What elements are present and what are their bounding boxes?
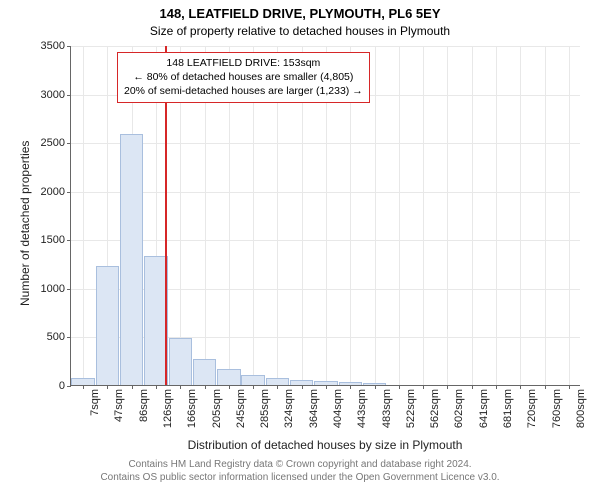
- x-tick: 205sqm: [209, 389, 223, 428]
- grid-line-v: [569, 46, 570, 385]
- annotation-box: 148 LEATFIELD DRIVE: 153sqm ← 80% of det…: [117, 52, 370, 103]
- bar: [241, 375, 264, 385]
- attribution-text: Contains HM Land Registry data © Crown c…: [0, 458, 600, 484]
- x-axis-label: Distribution of detached houses by size …: [70, 438, 580, 452]
- x-tick: 760sqm: [549, 389, 563, 428]
- x-tick: 86sqm: [136, 389, 150, 422]
- bar: [193, 359, 216, 385]
- y-tick: 500: [47, 331, 71, 343]
- x-tick: 641sqm: [476, 389, 490, 428]
- grid-line-v: [447, 46, 448, 385]
- x-tick-mark: [180, 385, 181, 389]
- x-tick-mark: [496, 385, 497, 389]
- x-tick: 483sqm: [379, 389, 393, 428]
- annotation-line1: 148 LEATFIELD DRIVE: 153sqm: [124, 56, 363, 70]
- grid-line-v: [496, 46, 497, 385]
- x-tick-mark: [253, 385, 254, 389]
- chart-container: 148, LEATFIELD DRIVE, PLYMOUTH, PL6 5EY …: [0, 0, 600, 500]
- x-tick: 681sqm: [500, 389, 514, 428]
- x-tick-mark: [83, 385, 84, 389]
- x-tick-mark: [520, 385, 521, 389]
- x-tick-mark: [399, 385, 400, 389]
- x-tick-mark: [569, 385, 570, 389]
- x-tick: 166sqm: [184, 389, 198, 428]
- grid-line-v: [545, 46, 546, 385]
- x-tick-mark: [375, 385, 376, 389]
- grid-line-v: [423, 46, 424, 385]
- x-tick-mark: [132, 385, 133, 389]
- y-tick: 2000: [41, 186, 71, 198]
- x-tick-mark: [326, 385, 327, 389]
- x-tick-mark: [447, 385, 448, 389]
- x-tick-mark: [156, 385, 157, 389]
- attribution-line1: Contains HM Land Registry data © Crown c…: [0, 458, 600, 471]
- bar: [266, 378, 289, 385]
- grid-line-v: [375, 46, 376, 385]
- grid-line-v: [83, 46, 84, 385]
- x-tick: 522sqm: [403, 389, 417, 428]
- attribution-line2: Contains OS public sector information li…: [0, 471, 600, 484]
- x-tick: 364sqm: [306, 389, 320, 428]
- y-tick: 1500: [41, 234, 71, 246]
- y-tick: 3000: [41, 89, 71, 101]
- y-tick: 3500: [41, 40, 71, 52]
- bar: [71, 378, 94, 385]
- grid-line-v: [472, 46, 473, 385]
- y-axis-label: Number of detached properties: [18, 141, 32, 306]
- x-tick-mark: [277, 385, 278, 389]
- x-tick: 126sqm: [160, 389, 174, 428]
- x-tick: 720sqm: [524, 389, 538, 428]
- x-tick: 47sqm: [111, 389, 125, 422]
- x-tick-mark: [350, 385, 351, 389]
- x-tick-mark: [545, 385, 546, 389]
- x-tick: 602sqm: [451, 389, 465, 428]
- chart-title: 148, LEATFIELD DRIVE, PLYMOUTH, PL6 5EY: [0, 6, 600, 21]
- grid-line-v: [399, 46, 400, 385]
- x-tick: 443sqm: [354, 389, 368, 428]
- x-tick: 245sqm: [233, 389, 247, 428]
- y-tick: 1000: [41, 283, 71, 295]
- bar: [217, 369, 240, 385]
- x-tick: 324sqm: [281, 389, 295, 428]
- y-tick: 0: [59, 380, 71, 392]
- x-tick-mark: [302, 385, 303, 389]
- x-tick: 285sqm: [257, 389, 271, 428]
- bar: [96, 266, 119, 385]
- x-tick: 7sqm: [87, 389, 101, 416]
- x-tick-mark: [205, 385, 206, 389]
- bar: [169, 338, 192, 385]
- x-tick-mark: [423, 385, 424, 389]
- annotation-line3: 20% of semi-detached houses are larger (…: [124, 84, 363, 98]
- x-tick-mark: [107, 385, 108, 389]
- x-tick: 800sqm: [573, 389, 587, 428]
- y-tick: 2500: [41, 137, 71, 149]
- x-tick: 404sqm: [330, 389, 344, 428]
- annotation-line2: ← 80% of detached houses are smaller (4,…: [124, 70, 363, 84]
- x-tick-mark: [472, 385, 473, 389]
- x-tick-mark: [229, 385, 230, 389]
- grid-line-v: [520, 46, 521, 385]
- chart-subtitle: Size of property relative to detached ho…: [0, 24, 600, 38]
- x-tick: 562sqm: [427, 389, 441, 428]
- bar: [120, 134, 143, 385]
- plot-area: 05001000150020002500300035007sqm47sqm86s…: [70, 46, 580, 386]
